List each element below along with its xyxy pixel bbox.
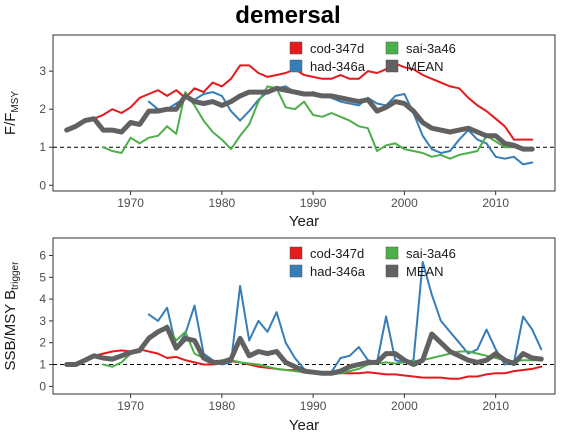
legend-swatch xyxy=(386,265,398,277)
x-tick-label: 1970 xyxy=(117,399,144,413)
y-tick-label: 2 xyxy=(39,102,46,116)
legend-label: had-346a xyxy=(310,264,366,279)
legend-label: cod-347d xyxy=(310,246,364,261)
x-tick-label: 1980 xyxy=(209,399,236,413)
y-tick-label: 2 xyxy=(39,336,46,350)
y-tick-label: 0 xyxy=(39,379,46,393)
figure-title: demersal xyxy=(235,2,340,29)
y-tick-label: 4 xyxy=(39,292,46,306)
legend-swatch xyxy=(290,42,302,54)
legend-swatch xyxy=(386,42,398,54)
legend-swatch xyxy=(386,60,398,72)
y-tick-label: 6 xyxy=(39,248,46,262)
x-tick-label: 1970 xyxy=(117,196,144,210)
legend-swatch xyxy=(290,247,302,259)
x-axis-title: Year xyxy=(289,213,319,230)
x-axis-title: Year xyxy=(289,417,319,432)
legend-label: cod-347d xyxy=(310,41,364,56)
legend-swatch xyxy=(290,265,302,277)
legend-swatch xyxy=(290,60,302,72)
x-tick-label: 1990 xyxy=(300,196,327,210)
legend-label: sai-3a46 xyxy=(406,246,456,261)
x-tick-label: 2010 xyxy=(482,399,509,413)
x-tick-label: 2010 xyxy=(482,196,509,210)
y-tick-label: 0 xyxy=(39,178,46,192)
y-tick-label: 1 xyxy=(39,358,46,372)
y-tick-label: 3 xyxy=(39,314,46,328)
legend-label: sai-3a46 xyxy=(406,41,456,56)
legend-swatch xyxy=(386,247,398,259)
legend-label: had-346a xyxy=(310,59,366,74)
y-tick-label: 5 xyxy=(39,270,46,284)
x-tick-label: 1990 xyxy=(300,399,327,413)
legend-label: MEAN xyxy=(406,264,444,279)
x-tick-label: 2000 xyxy=(391,399,418,413)
y-tick-label: 3 xyxy=(39,64,46,78)
x-tick-label: 2000 xyxy=(391,196,418,210)
x-tick-label: 1980 xyxy=(209,196,236,210)
legend-label: MEAN xyxy=(406,59,444,74)
y-tick-label: 1 xyxy=(39,140,46,154)
